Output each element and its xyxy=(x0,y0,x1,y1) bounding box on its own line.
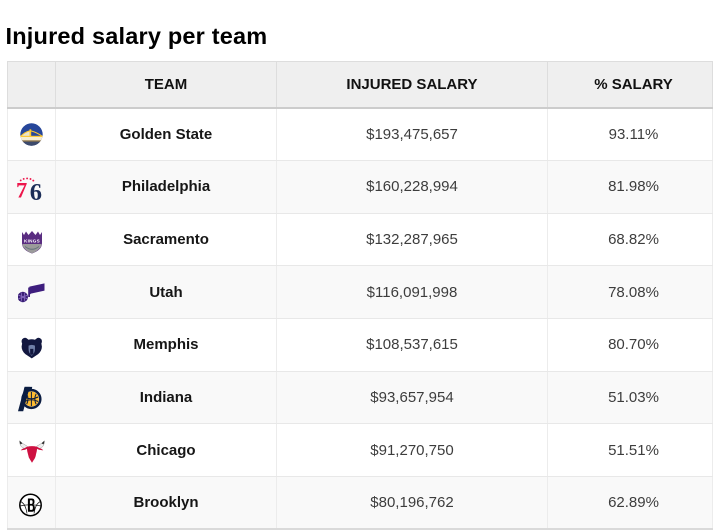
svg-text:KINGS: KINGS xyxy=(23,238,39,243)
svg-text:6: 6 xyxy=(29,179,41,201)
svg-text:7: 7 xyxy=(16,177,27,201)
